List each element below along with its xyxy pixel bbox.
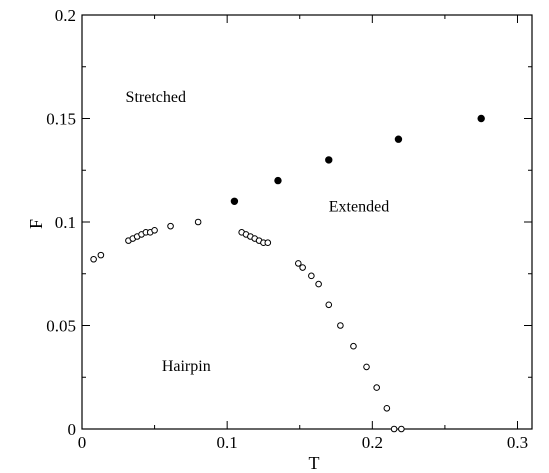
open-data-point bbox=[363, 363, 370, 371]
open-data-point bbox=[194, 218, 202, 226]
x-tick-label: 0.3 bbox=[507, 433, 528, 452]
y-tick-label: 0 bbox=[68, 420, 77, 439]
open-data-point bbox=[308, 272, 315, 280]
open-data-point bbox=[390, 425, 398, 433]
open-data-point bbox=[299, 264, 306, 271]
region-label-hairpin: Hairpin bbox=[162, 358, 211, 375]
axis-ticks: 0 0.1 0.2 0.3 0 0.05 0.1 0.15 0.2 bbox=[46, 6, 532, 452]
open-data-point bbox=[373, 384, 380, 391]
open-data-point bbox=[294, 260, 302, 267]
open-data-point bbox=[151, 226, 158, 234]
filled-data-point bbox=[477, 114, 485, 123]
plot-frame bbox=[81, 14, 533, 430]
x-tick-label: 0 bbox=[78, 433, 87, 452]
filled-data-point bbox=[325, 156, 333, 164]
data-points bbox=[90, 114, 485, 433]
open-data-point bbox=[97, 251, 105, 259]
open-data-point bbox=[90, 255, 97, 263]
open-data-point bbox=[350, 342, 357, 350]
filled-data-point bbox=[230, 197, 239, 206]
open-data-point bbox=[398, 425, 405, 433]
open-data-point bbox=[383, 405, 391, 412]
y-tick-label: 0.2 bbox=[55, 6, 76, 25]
x-tick-label: 0.1 bbox=[217, 433, 238, 452]
y-tick-label: 0.1 bbox=[55, 213, 76, 232]
y-tick-label: 0.15 bbox=[46, 110, 76, 129]
x-tick-label: 0.2 bbox=[362, 433, 383, 452]
open-data-point bbox=[167, 222, 174, 230]
region-label-stretched: Stretched bbox=[126, 89, 186, 106]
open-data-point bbox=[315, 280, 322, 288]
filled-data-point bbox=[274, 176, 282, 185]
region-label-extended: Extended bbox=[329, 199, 389, 216]
x-axis-title: T bbox=[309, 453, 320, 473]
open-data-point bbox=[337, 322, 344, 329]
open-data-point bbox=[264, 239, 272, 246]
open-data-point bbox=[325, 301, 333, 309]
y-axis-title: F bbox=[26, 219, 46, 229]
y-tick-label: 0.05 bbox=[46, 317, 76, 336]
filled-data-point bbox=[394, 135, 403, 143]
region-labels: Stretched Extended Hairpin bbox=[126, 89, 390, 375]
